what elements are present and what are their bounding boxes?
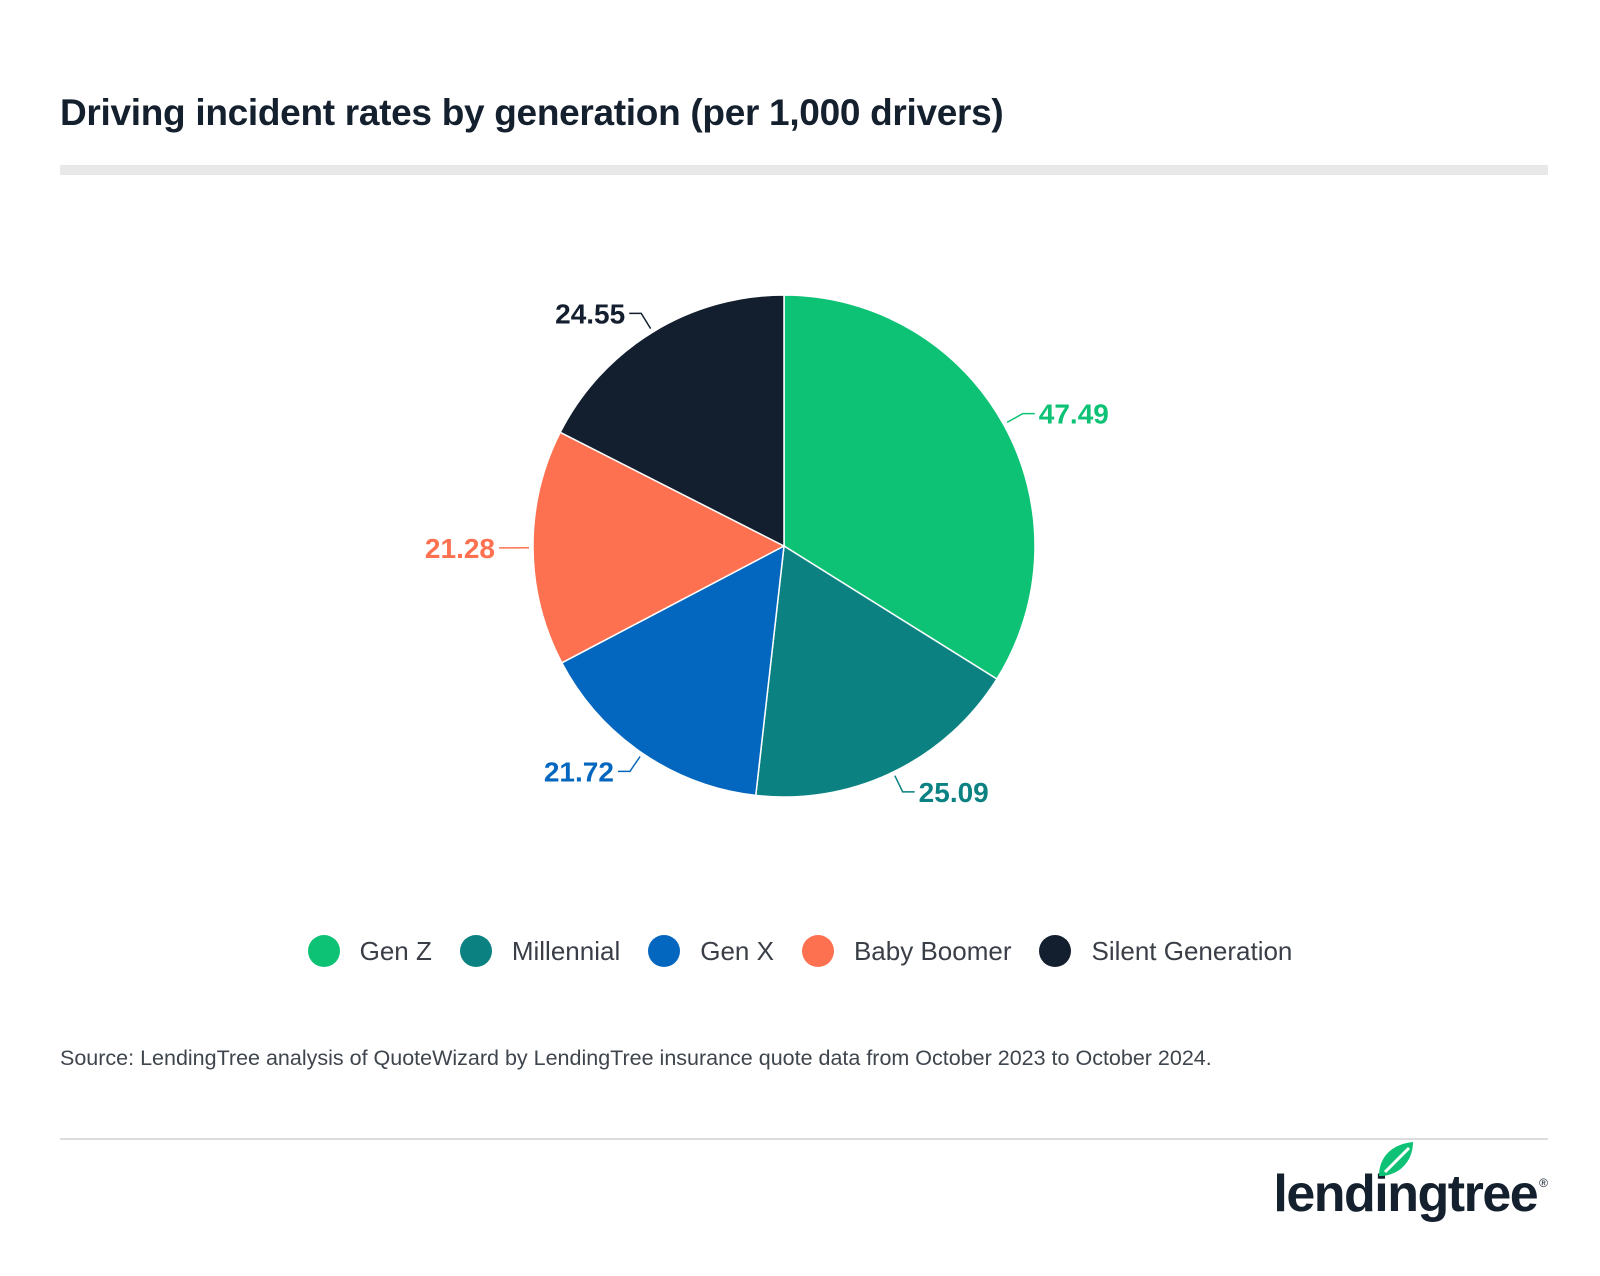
legend-item-millennial[interactable]: Millennial (459, 935, 621, 967)
slice-baby-boomer[interactable] (532, 431, 786, 664)
legend-swatch (307, 935, 340, 967)
chart-title: Driving incident rates by generation (pe… (60, 92, 1004, 133)
leader-line (629, 312, 652, 330)
leader-line (894, 775, 915, 793)
source-note: Source: LendingTree analysis of QuoteWiz… (60, 1046, 1212, 1070)
legend-label: Baby Boomer (853, 935, 1012, 966)
slice-gen-z[interactable] (783, 294, 1036, 681)
legend-swatch (1039, 935, 1072, 967)
legend-swatch (801, 935, 834, 967)
legend-label: Gen X (700, 935, 774, 966)
label-gen-x: 21.72 (544, 756, 614, 787)
legend-item-silent-generation[interactable]: Silent Generation (1039, 935, 1292, 967)
leader-line (1006, 412, 1035, 424)
slice-millennial[interactable] (754, 544, 998, 798)
footer-divider (60, 1138, 1548, 1140)
legend-label: Silent Generation (1091, 935, 1293, 966)
chart-legend: Gen Z Millennial Gen X Baby Boomer Silen… (0, 935, 1600, 967)
lendingtree-logo[interactable]: lendingtree ® (1273, 1142, 1548, 1223)
leaf-icon (1379, 1142, 1414, 1176)
label-silent-generation: 24.55 (555, 298, 625, 329)
legend-swatch (648, 935, 681, 967)
label-gen-z: 47.49 (1039, 399, 1109, 430)
legend-label: Gen Z (359, 935, 432, 966)
legend-item-gen-x[interactable]: Gen X (648, 935, 774, 967)
label-baby-boomer: 21.28 (425, 533, 495, 564)
label-millennial: 25.09 (919, 777, 989, 808)
slice-gen-x[interactable] (560, 544, 785, 797)
slice-silent-generation[interactable] (559, 294, 785, 548)
registered-mark: ® (1539, 1176, 1548, 1190)
title-divider (60, 165, 1548, 175)
leader-line (617, 756, 641, 773)
legend-label: Millennial (511, 935, 621, 966)
legend-item-gen-z[interactable]: Gen Z (307, 935, 432, 967)
legend-swatch (459, 935, 492, 967)
logo-wordmark: lendingtree (1273, 1165, 1538, 1223)
pie-chart: 47.49 25.09 21.72 21.28 24.55 (425, 294, 1109, 808)
legend-item-baby-boomer[interactable]: Baby Boomer (801, 935, 1012, 967)
